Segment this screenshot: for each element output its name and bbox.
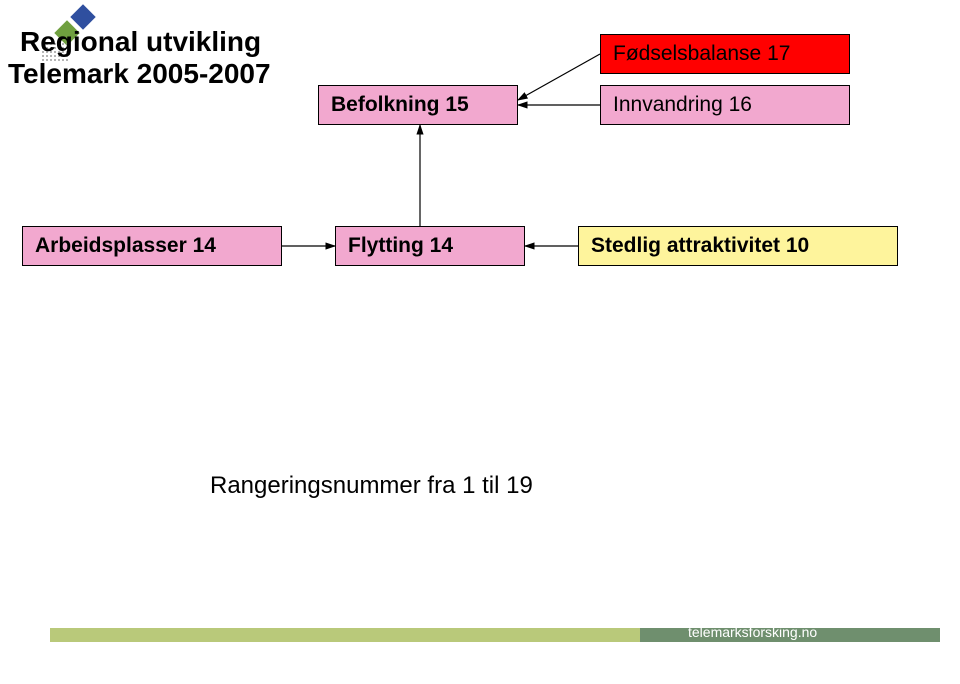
box-innvandring: Innvandring 16	[600, 85, 850, 125]
box-flytting-label: Flytting 14	[348, 234, 453, 258]
box-stedlig-label: Stedlig attraktivitet 10	[591, 234, 809, 258]
box-arbeid: Arbeidsplasser 14	[22, 226, 282, 266]
box-stedlig: Stedlig attraktivitet 10	[578, 226, 898, 266]
box-innvandring-label: Innvandring 16	[613, 93, 752, 117]
edge-fodsel_left-befolkning_right	[518, 54, 600, 100]
box-arbeid-label: Arbeidsplasser 14	[35, 234, 216, 258]
footer-label: telemarksforsking.no	[688, 624, 817, 640]
page: Regional utvikling Telemark 2005-2007 Be…	[0, 0, 960, 684]
ranking-note: Rangeringsnummer fra 1 til 19	[210, 472, 533, 500]
page-title-line1: Regional utvikling	[20, 26, 261, 58]
box-befolkning: Befolkning 15	[318, 85, 518, 125]
footer-bar-left	[50, 628, 640, 642]
box-fodsel: Fødselsbalanse 17	[600, 34, 850, 74]
box-befolkning-label: Befolkning 15	[331, 93, 469, 117]
box-flytting: Flytting 14	[335, 226, 525, 266]
page-title-line2: Telemark 2005-2007	[8, 58, 271, 90]
box-fodsel-label: Fødselsbalanse 17	[613, 42, 790, 66]
